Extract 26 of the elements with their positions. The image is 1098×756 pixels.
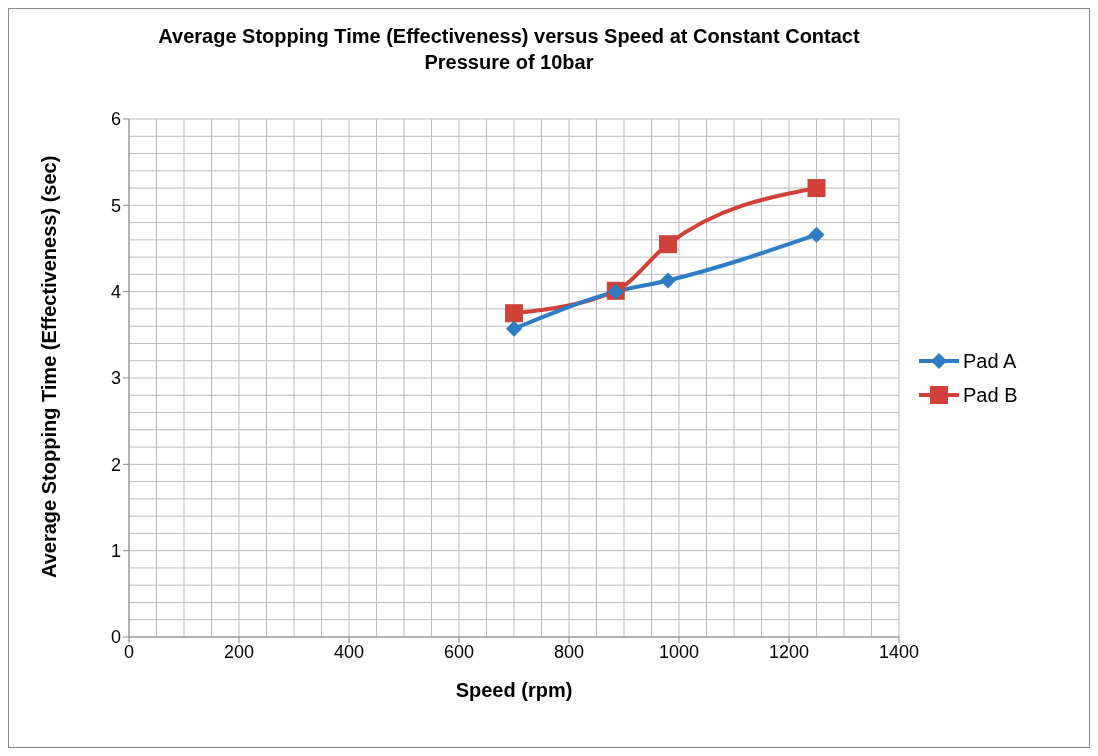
x-tick-label: 1200 — [768, 641, 810, 662]
x-tick-label: 1400 — [878, 641, 920, 662]
y-axis-title: Average Stopping Time (Effectiveness) (sec) — [38, 155, 61, 578]
x-axis-title: Speed (rpm) — [455, 679, 573, 701]
y-tick-label: 6 — [110, 109, 121, 130]
point — [505, 304, 523, 323]
y-tick-label: 2 — [110, 454, 121, 475]
x-tick-label: 800 — [553, 641, 585, 662]
y-tick-label: 1 — [110, 541, 121, 562]
legend-label: Pad B — [963, 383, 1018, 407]
point — [506, 320, 522, 337]
y-tick-label: 0 — [110, 627, 121, 648]
y-tick-label: 3 — [110, 368, 121, 389]
x-tick-label: 600 — [443, 641, 475, 662]
point — [660, 272, 676, 289]
legend-label: Pad A — [963, 349, 1017, 373]
point — [659, 235, 677, 254]
y-tick-label: 5 — [110, 195, 121, 216]
x-tick-label: 1000 — [658, 641, 700, 662]
point — [808, 226, 825, 243]
point — [807, 179, 826, 198]
x-tick-label: 200 — [223, 641, 255, 662]
x-tick-label: 400 — [333, 641, 365, 662]
y-tick-label: 4 — [110, 282, 121, 303]
x-tick-label: 0 — [123, 641, 135, 662]
chart-title: Average Stopping Time (Effectiveness) versus Speed at Constant Contact Pressure of 10bar — [157, 24, 861, 75]
